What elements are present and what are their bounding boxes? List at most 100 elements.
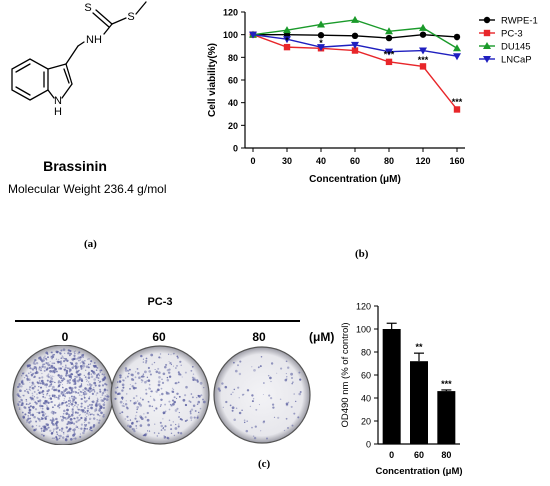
colony-dot [238, 411, 242, 415]
colony-dot [166, 376, 169, 379]
colony-dot [74, 401, 77, 404]
colony-dot [53, 388, 56, 392]
colony-dot [83, 395, 85, 397]
colony-dot [69, 354, 71, 357]
colony-dot [139, 424, 143, 427]
colony-dot [243, 393, 245, 395]
colony-dot [198, 411, 200, 414]
colony-dot [154, 423, 156, 425]
colony-dot [104, 391, 106, 393]
colony-dot [69, 402, 71, 403]
colony-dot [28, 388, 31, 391]
colony-dot [88, 421, 90, 424]
colony-dot [84, 387, 87, 390]
colony-dot [31, 382, 35, 386]
colony-dot [73, 357, 76, 361]
colony-dot [165, 391, 167, 393]
colony-dot [135, 427, 138, 429]
colony-dot [92, 364, 95, 367]
colony-dot [45, 368, 48, 371]
colony-dot [52, 362, 54, 365]
colony-dot [21, 375, 23, 377]
colony-dot [292, 381, 294, 383]
colony-dot [64, 368, 67, 371]
colony-dot [73, 433, 76, 436]
colony-dot [178, 372, 181, 376]
colony-dot [156, 388, 160, 392]
colony-dot [34, 359, 37, 362]
colony-dot [31, 386, 35, 390]
colony-dot [76, 426, 79, 429]
colony-dot [69, 368, 72, 371]
colony-dot [134, 382, 137, 385]
colony-dot [76, 405, 78, 408]
colony-dot [76, 406, 79, 409]
colony-dot [79, 419, 81, 421]
colony-dot [129, 387, 131, 390]
colony-dot [77, 373, 80, 376]
colony-dot [74, 417, 76, 420]
colony-dot [84, 414, 86, 416]
colony-dot [169, 362, 172, 365]
colony-dot [81, 360, 84, 364]
colony-dot [82, 367, 84, 369]
colony-dot [27, 417, 30, 420]
colony-dot [47, 415, 49, 417]
colony-dot [151, 363, 154, 366]
colony-dot [131, 428, 134, 430]
colony-dot [72, 359, 74, 362]
colony-dot [75, 420, 78, 423]
colony-dot [72, 405, 75, 408]
colony-dot [136, 408, 139, 411]
colony-dot [129, 400, 132, 402]
colony-dot [47, 356, 49, 359]
colony-dot [38, 392, 41, 395]
data-point [283, 26, 291, 34]
colony-dot [26, 379, 28, 382]
colony-dot [99, 405, 103, 408]
colony-dot [75, 366, 78, 370]
colony-dot [63, 378, 66, 380]
colony-dot [99, 371, 102, 373]
colony-dot [67, 417, 69, 419]
colony-dot [133, 402, 136, 405]
colony-dot [40, 427, 43, 430]
colony-dot [82, 388, 85, 392]
colony-dot [44, 355, 46, 357]
colony-dot [32, 394, 34, 396]
colony-dot [65, 404, 69, 407]
colony-dot [51, 355, 55, 359]
colony-dot [88, 403, 91, 407]
colony-dot [94, 410, 96, 413]
colony-dot [73, 354, 76, 357]
colony-dot [58, 358, 60, 361]
colony-dot [129, 368, 131, 371]
colony-dot [80, 405, 83, 408]
data-point [317, 20, 325, 28]
colony-dot [143, 433, 147, 437]
colony-dot [26, 421, 28, 423]
colony-dot [83, 406, 86, 410]
colony-dot [225, 400, 228, 404]
colony-dot [26, 364, 30, 368]
colony-dot [285, 402, 289, 406]
colony-dot [41, 413, 45, 417]
colony-dot [104, 382, 107, 386]
colony-dot [106, 394, 108, 396]
colony-dot [138, 376, 141, 380]
colony-dot [48, 398, 50, 400]
colony-dot [100, 411, 103, 415]
colony-dot [46, 423, 49, 427]
data-point [283, 43, 291, 51]
colony-dot [61, 436, 65, 439]
colony-dot [29, 371, 32, 374]
colony-dot [128, 372, 130, 375]
colony-dot [142, 361, 145, 363]
colony-dot [78, 428, 80, 429]
colony-dot [77, 356, 81, 360]
colony-dot [269, 376, 272, 380]
colony-dot [26, 388, 28, 391]
colony-dot [299, 378, 302, 381]
colony-dot [138, 420, 140, 422]
colony-dot [35, 371, 38, 374]
